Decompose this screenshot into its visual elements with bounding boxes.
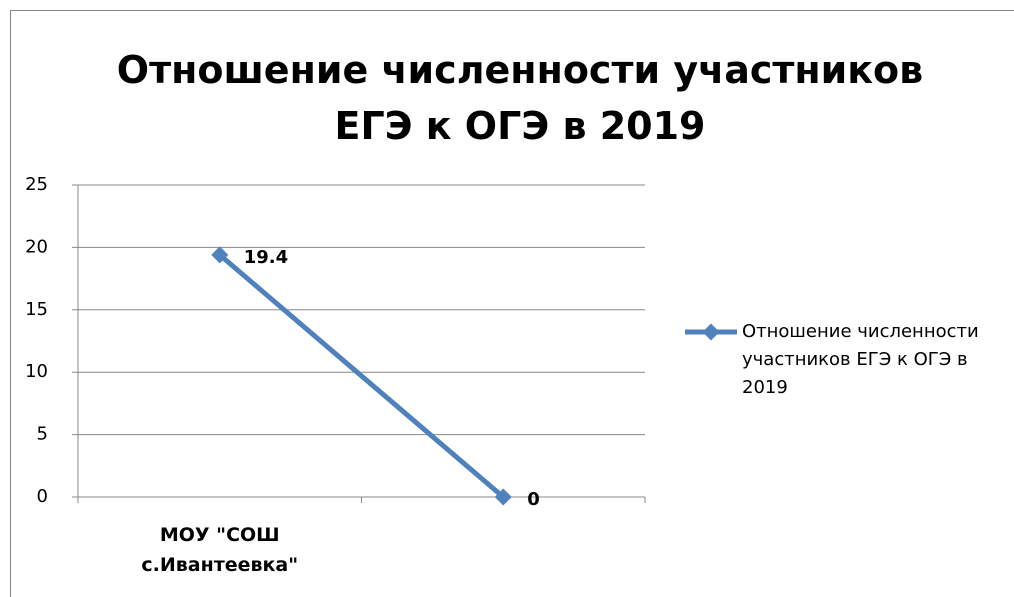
y-tick-label: 20 — [25, 236, 48, 257]
legend-marker — [702, 323, 720, 341]
chart-border — [10, 10, 1014, 597]
x-tick-label: МОУ "СОШ с.Ивантеевка" — [141, 524, 299, 576]
y-tick-label: 25 — [25, 174, 48, 195]
series-line — [218, 252, 505, 499]
point-marker — [211, 246, 229, 264]
y-tick-label: 5 — [37, 424, 48, 445]
y-tick-label: 15 — [25, 299, 48, 320]
point-marker — [494, 488, 512, 506]
data-label: 0 — [527, 489, 540, 510]
chart-title: Отношение численности участников ЕГЭ к О… — [116, 48, 924, 148]
data-label: 19.4 — [244, 247, 288, 268]
legend-label: Отношение численности участников ЕГЭ к О… — [742, 321, 979, 398]
y-tick-label: 0 — [37, 486, 48, 507]
y-tick-label: 10 — [25, 361, 48, 382]
